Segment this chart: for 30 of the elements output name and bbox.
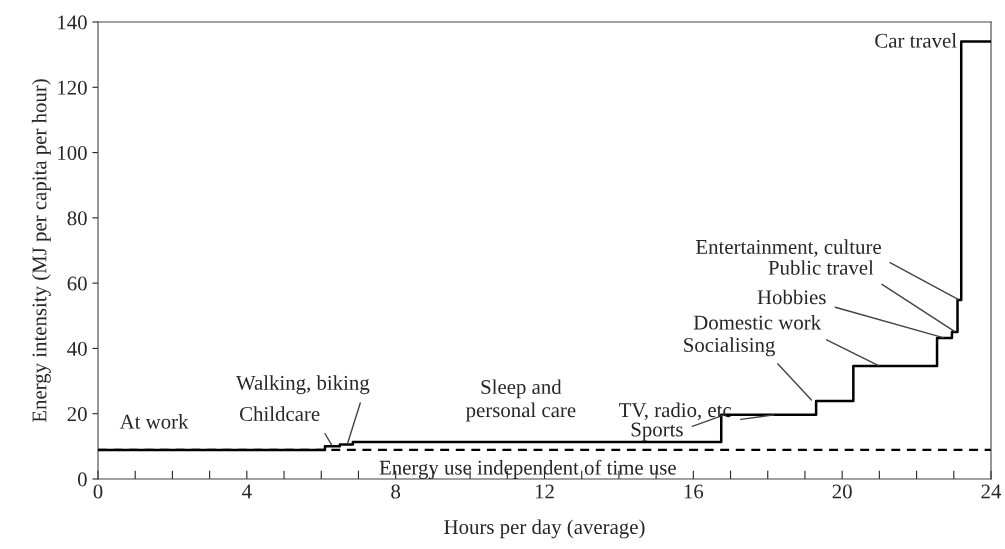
y-axis-title: Energy intensity (MJ per capita per hour) bbox=[31, 79, 51, 423]
annotation: Domestic work bbox=[693, 314, 822, 330]
x-tick-label: 24 bbox=[981, 484, 1002, 499]
y-tick-label: 100 bbox=[58, 145, 87, 160]
annotation: Sleep and personal care bbox=[465, 379, 576, 422]
annotation: At work bbox=[119, 414, 189, 429]
x-tick-label: 12 bbox=[535, 484, 554, 499]
x-tick-label: 0 bbox=[93, 484, 103, 499]
y-tick-label: 140 bbox=[58, 15, 87, 30]
annotation: Childcare bbox=[240, 406, 320, 422]
y-tick-label: 120 bbox=[58, 80, 87, 95]
annotation: Entertainment, culture bbox=[696, 239, 881, 257]
y-tick-label: 20 bbox=[67, 407, 87, 422]
annotation: TV, radio, etc bbox=[619, 402, 732, 421]
annotation: Hobbies bbox=[757, 289, 826, 305]
annotation: Sports bbox=[631, 422, 683, 441]
y-tick-label: 40 bbox=[67, 341, 87, 356]
annotation: Socialising bbox=[684, 337, 775, 357]
annotation: Public travel bbox=[768, 260, 874, 275]
x-tick-label: 8 bbox=[391, 484, 401, 499]
y-tick-label: 80 bbox=[67, 211, 87, 226]
annotation: Walking, biking bbox=[236, 375, 370, 395]
ref-line-label: Energy use independent of time use bbox=[379, 459, 676, 479]
annotation: Car travel bbox=[875, 33, 957, 48]
y-tick-label: 0 bbox=[77, 472, 87, 487]
x-tick-label: 4 bbox=[242, 484, 252, 499]
x-axis-title: Hours per day (average) bbox=[444, 519, 645, 539]
x-tick-label: 20 bbox=[832, 484, 852, 499]
x-tick-label: 16 bbox=[684, 484, 704, 499]
y-tick-label: 60 bbox=[67, 276, 87, 291]
